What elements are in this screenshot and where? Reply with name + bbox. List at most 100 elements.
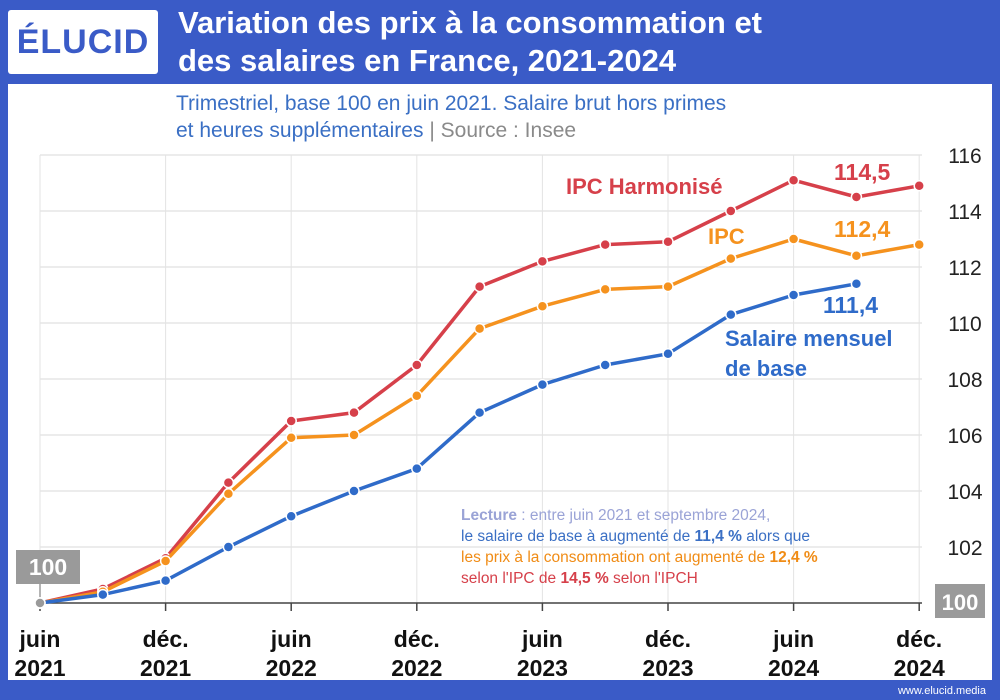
x-tick-month: juin xyxy=(19,626,61,652)
note-ipc-pct: 12,4 % xyxy=(769,549,818,566)
y-tick-label: 106 xyxy=(947,425,982,448)
data-point xyxy=(536,378,549,391)
data-point xyxy=(662,348,674,360)
data-point xyxy=(285,510,297,522)
x-tick-month: juin xyxy=(270,626,312,652)
x-tick-year: 2022 xyxy=(266,655,317,680)
data-point xyxy=(222,476,235,489)
note-ipch-pct: 14,5 % xyxy=(560,570,609,587)
note-line4-end: selon l'IPCH xyxy=(608,570,698,587)
x-tick-month: déc. xyxy=(143,626,189,652)
data-point xyxy=(97,588,109,601)
x-tick-year: 2021 xyxy=(14,655,65,680)
data-point xyxy=(599,238,611,251)
y-tick-label: 100 xyxy=(942,590,979,615)
y-tick-label: 110 xyxy=(948,313,981,336)
line-chart: 100 102 104 106 108 110 112 114 116 juin 2021 déc. 2… xyxy=(14,145,985,680)
note-line4-text: selon l'IPC de xyxy=(461,570,561,587)
end-label-ipc: 112,4 xyxy=(834,216,890,242)
subtitle-line2-text: et heures supplémentaires xyxy=(176,119,424,142)
base-label-box xyxy=(16,550,80,584)
note-line2-end: alors que xyxy=(741,528,811,545)
data-point xyxy=(473,280,486,293)
note-line1-text: : entre juin 2021 et septembre 2024, xyxy=(517,507,771,524)
brand-logo: ÉLUCID xyxy=(8,10,158,74)
data-point xyxy=(159,555,172,567)
x-tick-month: juin xyxy=(772,626,814,652)
start-point xyxy=(34,597,46,609)
series-label-salaire-line2: de base xyxy=(725,356,807,381)
data-point xyxy=(725,205,737,217)
data-point xyxy=(536,255,549,268)
header: ÉLUCID Variation des prix à la consommat… xyxy=(0,0,1000,84)
series-label-ipch: IPC Harmonisé xyxy=(566,174,723,199)
data-point xyxy=(599,359,611,371)
chart-title: Variation des prix à la consommation et … xyxy=(178,4,978,80)
source-label: Source : Insee xyxy=(440,119,577,142)
data-point xyxy=(159,574,172,587)
data-point xyxy=(411,462,423,475)
subtitle-separator: | xyxy=(429,119,435,142)
y-tick-label: 108 xyxy=(947,369,982,392)
x-tick-month: déc. xyxy=(645,626,691,652)
base-label: 100 xyxy=(29,554,67,580)
data-point xyxy=(411,390,423,402)
brand-logo-text: ÉLUCID xyxy=(16,22,150,61)
data-point xyxy=(787,233,800,245)
end-label-ipch: 114,5 xyxy=(834,159,890,185)
y-base-box xyxy=(935,584,985,618)
x-tick-year: 2022 xyxy=(391,655,442,680)
data-point xyxy=(913,238,925,251)
data-point xyxy=(285,432,297,444)
data-point xyxy=(787,289,800,301)
data-point xyxy=(725,252,737,265)
chart-title-line2: des salaires en France, 2021-2024 xyxy=(178,43,677,78)
note-line4: selon l'IPC de 14,5 % selon l'IPCH xyxy=(461,568,941,589)
x-tick-month: juin xyxy=(521,626,563,652)
data-point xyxy=(222,541,235,553)
end-label-salaire: 111,4 xyxy=(823,292,878,318)
chart-title-line1: Variation des prix à la consommation et xyxy=(178,5,763,40)
note-line2-text: le salaire de base à augmenté de xyxy=(461,528,695,545)
data-point xyxy=(348,406,360,419)
note-line3-text: les prix à la consommation ont augmenté … xyxy=(461,549,770,566)
subtitle-line2: et heures supplémentaires | Source : Ins… xyxy=(176,117,896,144)
chart-subtitle: Trimestriel, base 100 en juin 2021. Sala… xyxy=(176,90,896,144)
data-point xyxy=(662,280,674,293)
data-point xyxy=(473,406,486,419)
series-label-ipc: IPC xyxy=(708,224,745,249)
data-point xyxy=(348,485,360,497)
data-point xyxy=(850,191,863,203)
series-line-2 xyxy=(39,282,857,605)
y-tick-label: 102 xyxy=(947,537,982,560)
series-label-salaire-line1: Salaire mensuel xyxy=(725,326,893,351)
note-line1: Lecture : entre juin 2021 et septembre 2… xyxy=(461,505,941,526)
y-tick-label: 114 xyxy=(948,201,982,224)
note-lecture-label: Lecture xyxy=(461,507,517,524)
data-point xyxy=(411,359,423,371)
data-point xyxy=(599,283,611,296)
data-point xyxy=(850,278,863,290)
x-tick-year: 2024 xyxy=(894,655,945,680)
site-url: www.elucid.media xyxy=(897,685,986,697)
data-point xyxy=(285,415,297,427)
note-line2: le salaire de base à augmenté de 11,4 % … xyxy=(461,526,941,547)
x-tick-month: déc. xyxy=(896,626,942,652)
subtitle-line1: Trimestriel, base 100 en juin 2021. Sala… xyxy=(176,92,727,115)
data-point xyxy=(913,180,925,192)
data-point xyxy=(222,488,235,500)
x-tick-year: 2023 xyxy=(517,655,568,680)
x-tick-year: 2021 xyxy=(140,655,191,680)
reading-note: Lecture : entre juin 2021 et septembre 2… xyxy=(461,505,941,589)
data-point xyxy=(662,236,674,248)
data-point xyxy=(725,308,737,321)
chart-panel: 100 102 104 106 108 110 112 114 116 juin 2021 déc. 2… xyxy=(8,84,992,680)
data-point xyxy=(850,250,863,262)
y-tick-label: 104 xyxy=(947,481,982,504)
y-tick-label: 112 xyxy=(948,257,981,280)
x-tick-year: 2023 xyxy=(642,655,693,680)
note-line3: les prix à la consommation ont augmenté … xyxy=(461,547,941,568)
note-wage-pct: 11,4 % xyxy=(694,528,742,545)
y-tick-label: 116 xyxy=(948,145,981,168)
